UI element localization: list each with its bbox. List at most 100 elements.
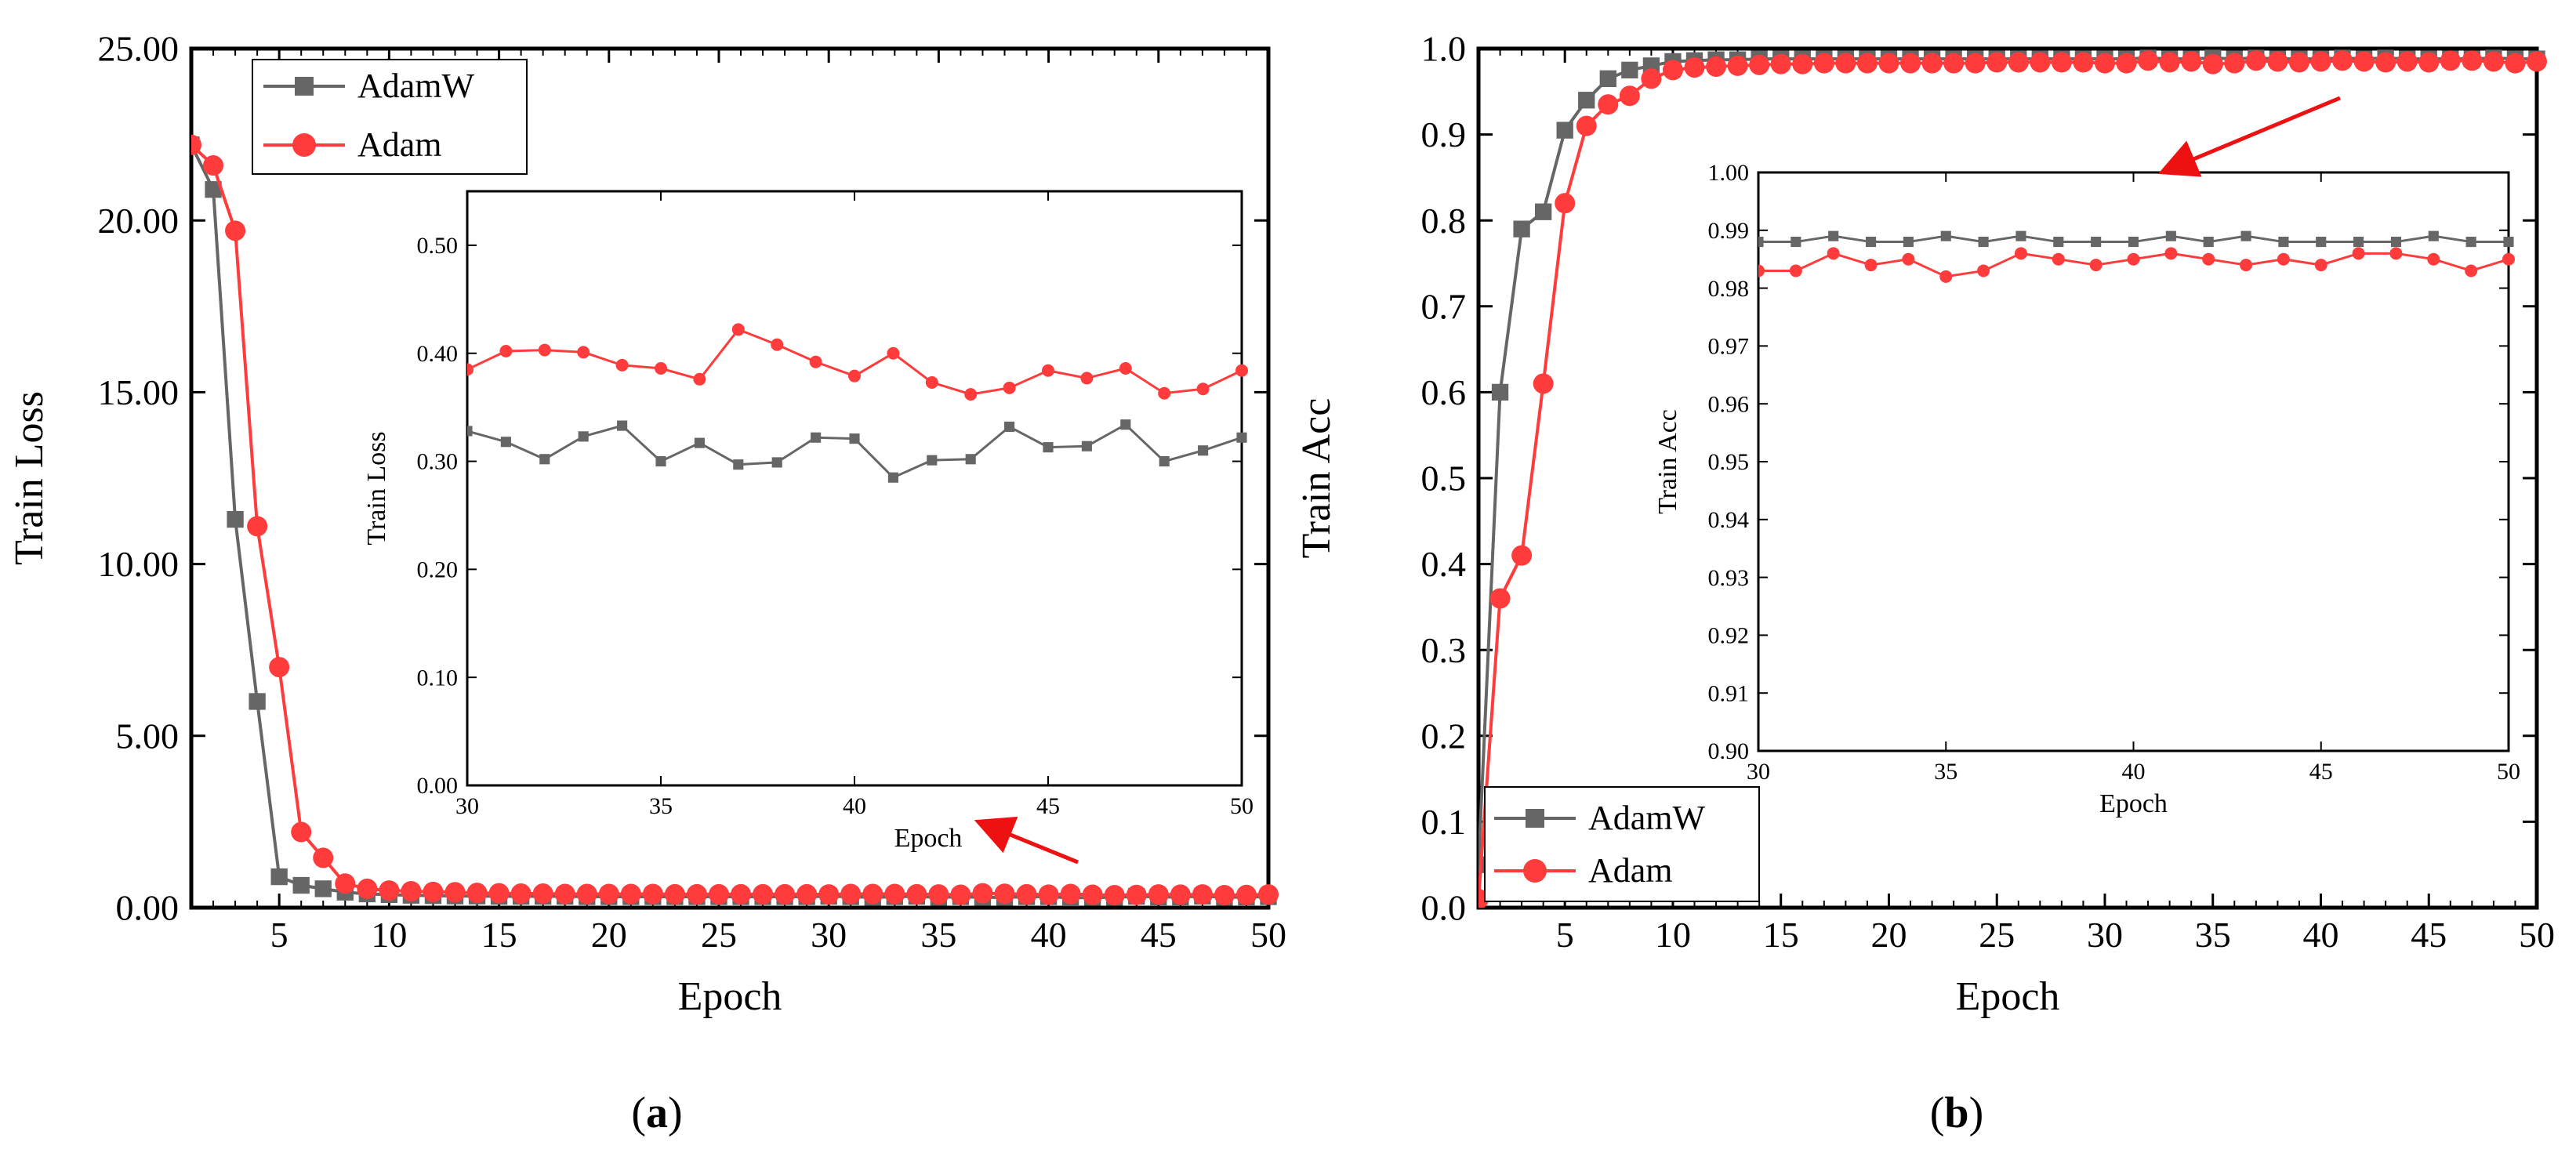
acc-inset-adam-point [2314,259,2327,272]
acc-main-adam-point [2505,53,2526,74]
loss-inset-adamw-point [849,433,860,444]
acc-main-adam-point [2375,52,2396,73]
loss-main-y-tick-label: 5.00 [116,716,180,756]
loss-inset-adamw-point [927,455,938,466]
loss-inset-plot: 30 35 40 45 50 0.00 0.10 0.20 0.30 0.40 0.50 Epoch T… [362,190,1254,853]
acc-main-adam-point [2051,52,2072,73]
acc-main-adam-point [2483,51,2504,72]
loss-main-adamw-point [270,868,288,886]
loss-inset-y-tick-label: 0.20 [417,557,459,583]
loss-main-adam-point [1258,884,1279,905]
loss-main-adam-point [1104,884,1125,905]
loss-main-adam-point [1170,884,1191,905]
loss-main-adam-point [598,883,619,905]
acc-main-adam-point [1943,53,1965,74]
acc-main-adam-point [2418,52,2440,73]
loss-main-adam-point [775,883,796,905]
loss-main-adam-point [225,220,246,241]
acc-inset-adamw-point [2128,237,2139,248]
caption-b: (b) [1930,1089,1983,1137]
acc-main-adam-point [1835,53,1856,74]
loss-main-adam-point [203,155,224,176]
acc-inset-adamw-point [1865,237,1877,248]
acc-inset-adamw-point [2203,237,2214,248]
loss-main-adam-point [466,883,488,904]
loss-inset-adamw-point [539,454,550,465]
acc-inset-x-tick-label: 45 [2309,759,2333,785]
acc-inset-adam-point [1977,264,1990,277]
acc-legend-box [1484,786,1760,902]
acc-main-adamw-point [1578,92,1595,109]
acc-main-y-tick-label: 0.6 [1421,372,1467,412]
acc-inset-y-axis-title: Train Acc [1653,409,1682,514]
acc-inset-adam-point [2240,259,2253,272]
loss-main-adam-point [753,883,774,905]
acc-main-adam-point [2008,52,2029,73]
loss-main-adam-point [401,880,422,901]
loss-main-adam-point [335,873,356,894]
acc-main-adam-point [1511,545,1533,566]
loss-main-x-tick-label: 50 [1250,915,1286,955]
acc-inset-adam-point [2352,247,2365,260]
acc-legend-adam-label: Adam [1588,851,1673,890]
acc-inset-y-tick-label: 0.97 [1708,334,1750,360]
loss-main-y-tick-label: 25.00 [98,29,180,69]
acc-inset-adam-point [2164,247,2178,260]
acc-main-adam-point [1727,55,1748,76]
loss-main-adam-point [994,883,1015,905]
loss-inset-adam-point [693,372,706,386]
loss-inset-adam-point [809,355,822,368]
panel-b: 5 10 15 20 25 30 35 40 45 50 0.0 0.1 0.2 0.3 0.4 0.5 0.6… [1294,29,2555,1137]
acc-main-adam-point [2440,50,2461,71]
acc-main-adam-point [1878,53,1899,74]
loss-main-adam-point [1082,884,1103,905]
loss-main-adam-point [950,884,971,905]
acc-main-adam-point [2527,51,2547,72]
acc-main-adam-point [1813,53,1834,74]
acc-main-y-tick-label: 0.3 [1421,630,1467,670]
loss-main-adam-point [840,883,862,905]
loss-inset-y-tick-label: 0.50 [417,233,459,259]
loss-main-adam-point [906,883,927,905]
loss-main-adam-point [423,881,444,902]
loss-main-adamw-point [292,876,310,894]
loss-main-adam-point [928,884,949,905]
loss-main-adam-point [884,883,905,905]
loss-main-x-tick-label: 30 [811,915,847,955]
acc-main-adamw-point [1491,383,1509,401]
acc-inset-adam-point [1902,252,1915,266]
loss-inset-y-tick-label: 0.40 [417,341,459,367]
loss-main-adam-point [1148,884,1169,905]
loss-inset-adamw-point [694,437,705,448]
acc-inset-adam-point [2202,252,2215,266]
loss-main-adam-point [642,883,663,905]
loss-main-adam-point [972,883,993,904]
acc-main-adam-point [2462,50,2483,71]
acc-legend-adamw-label: AdamW [1588,799,1706,837]
loss-inset-adam-point [1158,386,1171,400]
loss-inset-adam-point [1119,362,1132,375]
acc-main-adam-point [2159,52,2180,73]
acc-main-adamw-point [1556,121,1573,139]
loss-main-adamw-point [227,510,244,528]
loss-main-adam-point [510,883,532,905]
loss-inset-adamw-point [578,431,589,442]
acc-inset-adam-point [2389,247,2403,260]
acc-main-adamw-point [1478,856,1487,873]
loss-inset-adamw-point [771,457,782,468]
loss-main-adam-point [554,883,575,905]
loss-inset-adam-point [1080,372,1094,385]
acc-inset-adam-point [1939,270,1953,283]
loss-main-y-tick-label: 15.00 [98,372,180,412]
loss-main-adam-point [247,516,268,537]
loss-inset-adam-point [887,346,900,360]
loss-main-x-axis-title: Epoch [678,974,782,1019]
loss-main-adam-point [818,884,840,905]
loss-main-x-tick-label: 25 [701,915,737,955]
acc-inset-y-tick-label: 0.92 [1708,623,1750,649]
loss-inset-y-axis-title: Train Loss [362,431,391,545]
acc-main-adam-point [1684,57,1705,78]
loss-main-adam-point [379,880,400,901]
acc-inset-x-axis-title: Epoch [2099,789,2168,818]
acc-main-adam-point [2245,50,2266,71]
